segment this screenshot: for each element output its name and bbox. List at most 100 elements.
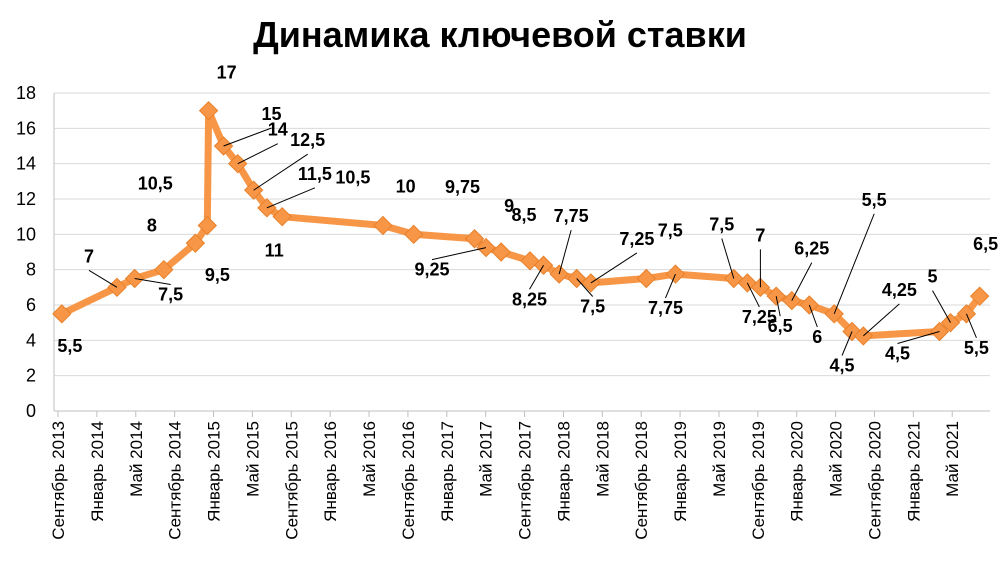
- data-label: 8: [147, 216, 157, 236]
- x-tick-label: Май 2014: [127, 421, 146, 497]
- data-label: 11,5: [298, 164, 332, 184]
- data-label: 8,5: [511, 205, 536, 225]
- x-tick-label: Сентябрь 2017: [516, 421, 535, 540]
- data-point-marker: [373, 215, 393, 236]
- x-tick-label: Январь 2021: [904, 421, 923, 522]
- data-label-leader: [558, 229, 572, 275]
- x-tick-label: Май 2020: [827, 421, 846, 497]
- data-label-leader: [266, 187, 316, 209]
- data-label: 7,25: [742, 307, 777, 327]
- data-point-marker: [464, 229, 485, 249]
- data-label-leader: [253, 153, 308, 191]
- data-label: 5,5: [964, 338, 989, 358]
- y-tick-label: 18: [16, 83, 36, 103]
- data-point-marker: [272, 206, 292, 227]
- data-label: 9,25: [414, 260, 449, 280]
- data-label: 4,25: [882, 280, 917, 300]
- data-label: 6,5: [768, 316, 793, 336]
- data-label: 10,5: [138, 174, 173, 194]
- data-label-leader: [808, 304, 818, 328]
- x-tick-label: Январь 2017: [438, 421, 457, 522]
- x-tick-label: Сентябрь 2018: [632, 421, 651, 540]
- x-tick-label: Январь 2016: [321, 421, 340, 522]
- chart-title: Динамика ключевой ставки: [253, 14, 747, 55]
- x-tick-label: Январь 2019: [671, 421, 690, 522]
- data-label: 6,25: [794, 239, 829, 259]
- data-label: 10,5: [335, 168, 370, 188]
- data-label: 7: [755, 225, 765, 245]
- data-label: 4,5: [885, 344, 910, 364]
- data-label: 5,5: [57, 336, 82, 356]
- data-label-leader: [223, 127, 272, 147]
- data-label: 8,25: [512, 289, 547, 309]
- data-label: 7,5: [580, 297, 605, 317]
- data-label-leader: [841, 331, 853, 356]
- data-label: 9,75: [445, 177, 480, 197]
- data-label-leader: [88, 269, 118, 288]
- data-label-leader: [775, 296, 781, 317]
- data-point-marker: [491, 242, 511, 262]
- data-point-marker: [154, 259, 174, 280]
- x-tick-label: Май 2021: [943, 421, 962, 497]
- data-point-marker: [636, 268, 657, 289]
- data-label: 7,5: [709, 215, 734, 235]
- data-label: 7,5: [158, 285, 183, 305]
- y-tick-label: 16: [16, 118, 36, 138]
- data-label-leader: [791, 262, 813, 301]
- data-label: 7,25: [619, 229, 654, 249]
- x-tick-label: Май 2016: [360, 421, 379, 497]
- x-tick-label: Сентябрь 2020: [865, 421, 884, 540]
- data-label: 17: [217, 63, 237, 83]
- data-label-leader: [897, 331, 940, 344]
- data-label-leader: [721, 238, 735, 279]
- x-tick-label: Сентябрь 2016: [399, 421, 418, 540]
- data-label: 5: [928, 267, 938, 287]
- data-label: 7,75: [554, 206, 589, 226]
- x-tick-label: Сентябрь 2015: [282, 421, 301, 540]
- data-label-leader: [965, 313, 977, 339]
- data-label: 6,5: [973, 234, 998, 254]
- x-tick-label: Май 2017: [477, 421, 496, 497]
- data-point-marker: [185, 233, 206, 253]
- data-label-leader: [237, 143, 278, 165]
- data-label: 7,5: [658, 221, 683, 241]
- data-label: 11: [265, 241, 284, 261]
- y-tick-label: 0: [26, 401, 36, 421]
- x-tick-label: Май 2015: [243, 421, 262, 497]
- data-label-leader: [529, 264, 544, 290]
- x-tick-label: Январь 2015: [205, 421, 224, 522]
- x-tick-label: Сентябрь 2019: [749, 421, 768, 540]
- y-tick-label: 12: [16, 189, 36, 209]
- data-label: 9,5: [205, 265, 230, 285]
- data-label-leader: [134, 278, 171, 285]
- x-tick-label: Май 2019: [710, 421, 729, 497]
- data-label-leader: [665, 273, 676, 299]
- data-point-marker: [197, 215, 218, 236]
- data-label-leader: [576, 278, 594, 297]
- y-tick-label: 14: [16, 154, 36, 174]
- data-label: 10: [396, 176, 416, 196]
- axis-layer: 0 2 4 6 8 10 12 14 16 18 Сентябрь 2013 Январь 2014 М…: [16, 83, 990, 540]
- data-label-leader: [932, 290, 951, 323]
- data-label: 12,5: [290, 130, 325, 150]
- data-label: 14: [268, 120, 288, 140]
- data-point-marker: [52, 304, 72, 324]
- data-label-leader: [833, 213, 875, 315]
- x-tick-label: Январь 2018: [554, 421, 573, 522]
- y-tick-label: 8: [26, 260, 36, 280]
- data-label-leader: [746, 282, 760, 308]
- y-tick-label: 2: [26, 366, 36, 386]
- y-tick-label: 10: [16, 224, 36, 244]
- x-tick-label: Сентябрь 2013: [49, 421, 68, 540]
- data-label-leader: [863, 303, 900, 337]
- data-label: 5,5: [862, 190, 887, 210]
- data-label-leader: [431, 247, 487, 261]
- data-label: 4,5: [830, 356, 855, 376]
- x-tick-label: Январь 2020: [788, 421, 807, 522]
- data-point-marker: [198, 100, 219, 121]
- data-label: 7,75: [648, 298, 683, 318]
- x-tick-label: Сентябрь 2014: [166, 421, 185, 540]
- data-label: 7: [84, 246, 94, 266]
- y-tick-label: 4: [26, 330, 36, 350]
